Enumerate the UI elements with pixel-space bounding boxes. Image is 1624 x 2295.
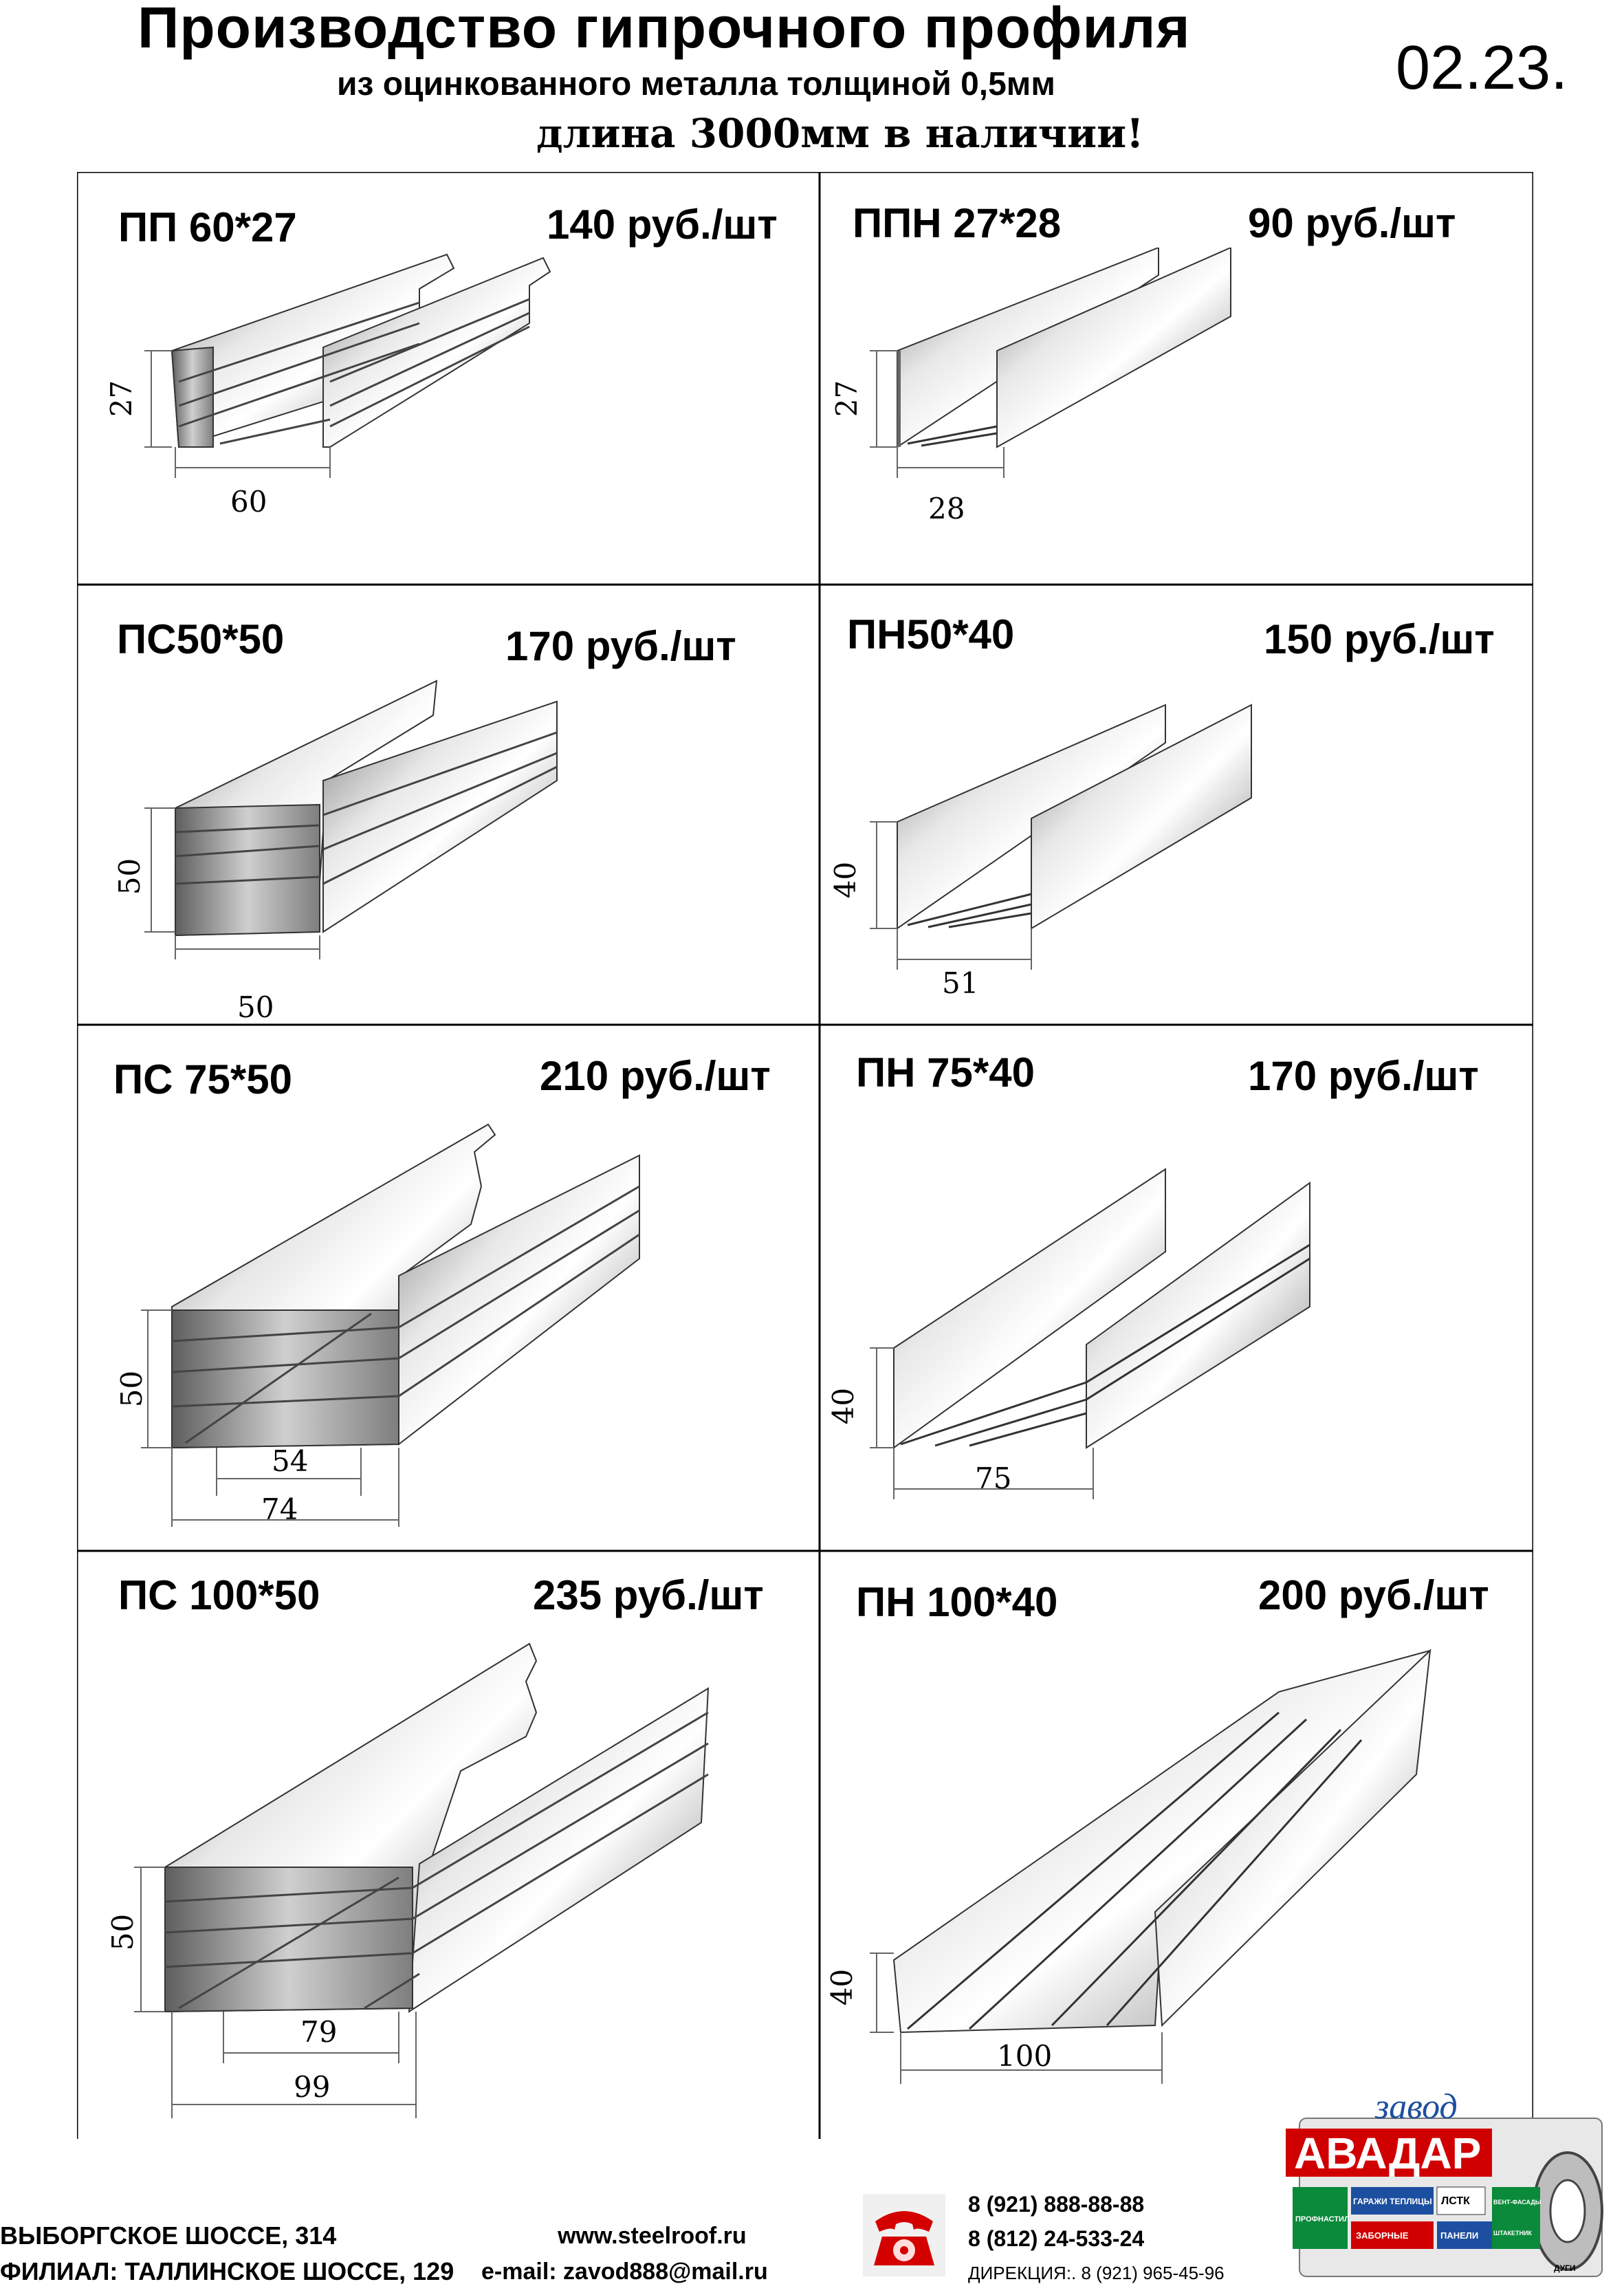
profile-drawing — [870, 704, 1252, 970]
height-dimension: 40 — [826, 1387, 861, 1425]
page-subtitle: из оцинкованного металла толщиной 0,5мм — [337, 66, 1055, 102]
profile-drawing — [144, 253, 551, 478]
height-dimension: 50 — [106, 1913, 140, 1951]
width-dimension-outer: 74 — [261, 1492, 298, 1526]
logo-tag-panels: ПАНЕЛИ — [1440, 2230, 1478, 2241]
address-branch: ФИЛИАЛ: ТАЛЛИНСКОЕ ШОССЕ, 129 — [0, 2257, 454, 2285]
company-logo: завод АВАДАР ПРОФНАСТИЛ ГАРАЖИ ТЕПЛИЦЫ Л… — [1286, 2087, 1603, 2277]
website-link[interactable]: www.steelroof.ru — [558, 2223, 747, 2249]
logo-top-word: завод — [1374, 2087, 1458, 2127]
width-dimension: 51 — [942, 966, 979, 1000]
product-price: 90 руб./шт — [1248, 200, 1456, 246]
width-dimension-inner: 79 — [300, 2015, 338, 2049]
date-label: 02.23. — [1396, 34, 1568, 102]
phone-number-1[interactable]: 8 (921) 888-88-88 — [968, 2192, 1145, 2217]
width-dimension: 28 — [928, 492, 965, 525]
footer-phones: 8 (921) 888-88-88 8 (812) 24-533-24 ДИРЕ… — [968, 2187, 1225, 2290]
product-name: ПС 100*50 — [118, 1572, 320, 1618]
phone-icon — [863, 2194, 945, 2276]
height-dimension: 50 — [115, 1370, 149, 1408]
product-name: ПН 75*40 — [856, 1049, 1035, 1096]
product-price: 200 руб./шт — [1258, 1572, 1489, 1618]
product-price: 210 руб./шт — [540, 1053, 771, 1099]
logo-brand: АВАДАР — [1294, 2129, 1481, 2178]
height-dimension: 27 — [105, 380, 139, 417]
profile-drawing — [141, 1123, 640, 1527]
product-price: 150 руб./шт — [1264, 616, 1495, 662]
logo-tag-lstk: ЛСТК — [1441, 2195, 1470, 2207]
height-dimension: 40 — [829, 861, 863, 899]
product-price: 235 руб./шт — [533, 1572, 764, 1618]
profile-drawing — [144, 679, 558, 959]
width-dimension: 100 — [997, 2039, 1053, 2073]
logo-tag-arcs: ДУГИ — [1554, 2263, 1576, 2273]
height-dimension: 27 — [830, 380, 864, 417]
height-dimension: 50 — [113, 858, 147, 895]
product-name: ПС50*50 — [117, 616, 285, 662]
address-main: ВЫБОРГСКОЕ ШОССЕ, 314 — [0, 2221, 337, 2250]
height-dimension: 40 — [825, 1968, 859, 2006]
availability-note: длина 3000мм в наличии! — [536, 110, 1144, 157]
logo-tag-fence: ЗАБОРНЫЕ — [1356, 2230, 1409, 2241]
product-name: ПС 75*50 — [113, 1056, 292, 1102]
phone-number-2[interactable]: 8 (812) 24-533-24 — [968, 2226, 1145, 2251]
profile-drawing — [870, 1168, 1310, 1499]
footer-addresses: ВЫБОРГСКОЕ ШОССЕ, 314 ФИЛИАЛ: ТАЛЛИНСКОЕ… — [0, 2218, 454, 2289]
profile-drawing — [134, 1642, 710, 2118]
phone-director[interactable]: ДИРЕКЦИЯ:. 8 (921) 965-45-96 — [968, 2263, 1225, 2283]
width-dimension-outer: 99 — [294, 2070, 331, 2104]
product-price: 170 руб./шт — [505, 623, 736, 669]
logo-tag-profile: ПРОФНАСТИЛ — [1295, 2215, 1350, 2223]
grid-lines — [77, 172, 1533, 2139]
email-link[interactable]: e-mail: zavod888@mail.ru — [481, 2259, 768, 2285]
page-title: Производство гипрочного профиля — [138, 0, 1191, 60]
profile-drawing — [870, 248, 1231, 478]
width-dimension: 50 — [237, 990, 274, 1024]
width-dimension: 60 — [230, 485, 267, 519]
footer-contacts: www.steelroof.ru e-mail: zavod888@mail.r… — [481, 2218, 768, 2289]
product-name: ПП 60*27 — [118, 204, 297, 250]
product-price: 140 руб./шт — [547, 202, 778, 248]
product-name: ППН 27*28 — [853, 200, 1062, 246]
product-name: ПН50*40 — [847, 611, 1015, 657]
logo-tag-gates: ГАРАЖИ ТЕПЛИЦЫ — [1353, 2197, 1432, 2206]
logo-tag-picket: ШТАКЕТНИК — [1493, 2230, 1532, 2237]
product-price: 170 руб./шт — [1248, 1053, 1479, 1099]
logo-tag-facade: ВЕНТ-ФАСАДЫ — [1493, 2199, 1541, 2206]
price-grid — [77, 172, 1533, 2139]
product-name: ПН 100*40 — [856, 1579, 1058, 1625]
profile-drawing — [870, 1649, 1431, 2084]
width-dimension: 75 — [975, 1461, 1012, 1495]
width-dimension-inner: 54 — [272, 1444, 309, 1478]
